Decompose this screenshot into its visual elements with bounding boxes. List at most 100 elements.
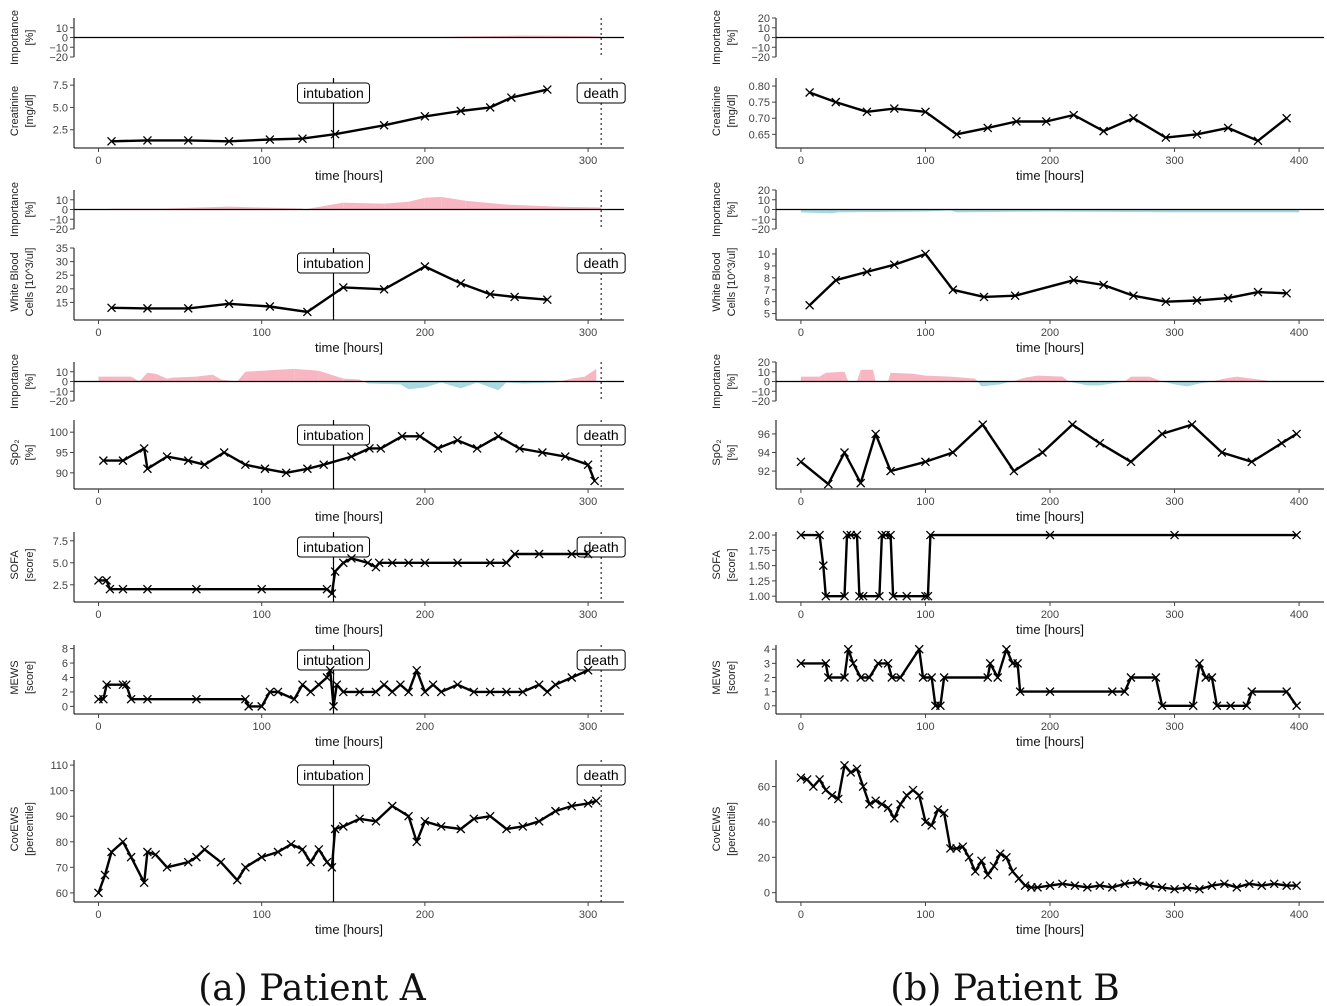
- data-point: [224, 299, 234, 309]
- data-point: [889, 813, 899, 823]
- importance-y-tick-label: 0: [62, 33, 68, 45]
- data-point: [105, 584, 115, 594]
- data-point: [935, 701, 945, 711]
- data-point: [883, 803, 893, 813]
- importance-area: [825, 371, 845, 382]
- data-point: [325, 665, 335, 675]
- data-point: [139, 878, 149, 888]
- series-line: [98, 669, 589, 708]
- x-tick-label: 200: [416, 155, 434, 167]
- x-tick-label: 300: [1165, 909, 1183, 921]
- data-point: [94, 888, 103, 898]
- y-tick-label: 60: [56, 888, 68, 900]
- data-point: [902, 591, 912, 601]
- y-axis-label-unit: [percentile]: [726, 802, 738, 856]
- importance-area: [196, 374, 213, 382]
- data-point: [1223, 293, 1233, 303]
- death-label-box: [576, 764, 626, 786]
- x-tick-label: 400: [1290, 496, 1308, 508]
- data-point: [827, 790, 837, 800]
- data-point: [1157, 882, 1167, 892]
- death-label: death: [584, 85, 619, 101]
- series-line: [800, 423, 1298, 486]
- data-point: [1082, 882, 1092, 892]
- data-point: [1161, 297, 1171, 307]
- data-point: [948, 285, 958, 295]
- x-axis-label: time [hours]: [315, 509, 383, 524]
- y-tick-label: 1: [764, 687, 770, 699]
- data-point: [387, 801, 397, 811]
- importance-area: [441, 196, 466, 210]
- y-tick-label: 1.50: [749, 561, 770, 573]
- importance-area: [800, 209, 833, 214]
- importance-area: [888, 372, 891, 382]
- importance-ylabel: Importance: [9, 10, 21, 65]
- data-point: [1015, 687, 1025, 697]
- importance-area: [1130, 376, 1150, 382]
- data-point: [1157, 429, 1167, 439]
- data-point: [469, 814, 479, 824]
- data-point: [871, 796, 881, 806]
- data-point: [918, 673, 928, 682]
- y-tick-label: 92: [758, 466, 770, 478]
- data-point: [886, 466, 896, 476]
- y-tick-label: 0: [62, 701, 68, 713]
- data-point: [518, 821, 528, 831]
- data-point: [415, 431, 425, 441]
- x-tick-label: 400: [1290, 609, 1308, 621]
- data-point: [923, 591, 933, 601]
- importance-area: [1099, 381, 1125, 386]
- importance-area: [950, 376, 976, 382]
- data-point: [485, 102, 495, 112]
- data-point: [1223, 123, 1233, 133]
- y-tick-label: 5.0: [53, 558, 68, 570]
- importance-y-tick-label: 0: [764, 377, 770, 389]
- x-tick-label: 0: [95, 496, 101, 508]
- importance-area: [1174, 381, 1187, 387]
- data-point: [485, 811, 495, 821]
- importance-area: [1162, 381, 1175, 385]
- y-tick-label: 7.5: [53, 80, 68, 92]
- x-tick-label: 100: [916, 496, 934, 508]
- importance-area: [975, 378, 982, 387]
- y-axis-label: White Blood: [9, 252, 21, 311]
- data-point: [1277, 438, 1287, 448]
- data-point: [232, 875, 242, 885]
- data-point: [896, 673, 906, 682]
- x-tick-label: 0: [798, 496, 804, 508]
- importance-area: [245, 369, 279, 382]
- importance-y-tick-label: 0: [764, 33, 770, 45]
- importance-y-tick-label: −10: [49, 42, 68, 54]
- data-point: [142, 584, 152, 594]
- y-tick-label: 40: [758, 817, 770, 829]
- data-point: [142, 694, 152, 704]
- data-point: [1009, 466, 1019, 476]
- data-point: [98, 456, 108, 466]
- data-point: [567, 549, 577, 559]
- data-point: [298, 134, 307, 144]
- data-point: [821, 591, 831, 601]
- data-point: [118, 837, 128, 847]
- data-point: [118, 456, 128, 466]
- death-label-box: [576, 252, 626, 274]
- importance-y-tick-label: −20: [49, 224, 68, 236]
- data-point: [456, 278, 466, 288]
- data-point: [993, 673, 1003, 682]
- data-point: [854, 591, 864, 601]
- y-tick-label: 1.25: [749, 576, 770, 588]
- y-tick-label: 4: [764, 644, 770, 656]
- data-point: [162, 862, 172, 872]
- data-point: [257, 584, 267, 594]
- data-point: [856, 478, 866, 488]
- data-point: [510, 549, 520, 559]
- data-point: [1038, 448, 1047, 457]
- data-point: [1207, 673, 1217, 682]
- y-tick-label: 6: [62, 658, 68, 670]
- x-tick-label: 200: [1041, 496, 1059, 508]
- data-point: [493, 431, 503, 441]
- data-point: [121, 680, 131, 690]
- data-point: [823, 479, 833, 489]
- importance-y-tick-label: 20: [758, 185, 770, 197]
- y-tick-label: 10: [758, 249, 770, 261]
- data-point: [1212, 701, 1222, 711]
